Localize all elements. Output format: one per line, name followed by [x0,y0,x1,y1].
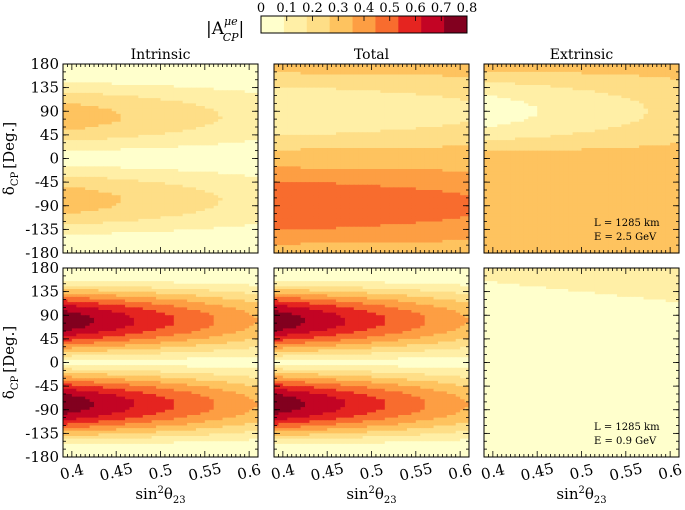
colorbar-segment [444,16,467,33]
column-title: Extrinsic [550,47,614,63]
panel-total-row1 [274,64,470,254]
y-tick-label: -45 [35,173,59,191]
y-tick-label: 135 [30,79,59,97]
colorbar-segment [398,16,421,33]
colorbar-tick-label: 0.3 [328,1,349,16]
y-tick-label: -135 [25,220,59,238]
colorbar-tick-label: 0.8 [457,1,478,16]
column-title: Intrinsic [131,47,191,63]
colorbar-tick-label: 0.6 [405,1,426,16]
colorbar-segment [261,16,284,33]
colorbar-segment [330,16,353,33]
y-tick-label: 45 [40,126,59,144]
colorbar-tick-label: 0.7 [431,1,452,16]
column-title: Total [354,47,390,63]
y-tick-label: 0 [49,150,59,168]
y-tick-label: -90 [35,197,59,215]
y-tick-label: 180 [30,55,59,73]
colorbar-segment [284,16,307,33]
colorbar-tick-label: 0.2 [302,1,323,16]
column-titles: Intrinsic Total Extrinsic [131,47,614,63]
colorbar-tick-label: 0.1 [276,1,297,16]
colorbar-tick-label: 0 [257,1,265,16]
colorbar-tick-label: 0.5 [379,1,400,16]
colorbar-segment [307,16,330,33]
colorbar-segment [375,16,398,33]
y-tick-label: 90 [40,102,59,120]
colorbar-tick-label: 0.4 [354,1,375,16]
